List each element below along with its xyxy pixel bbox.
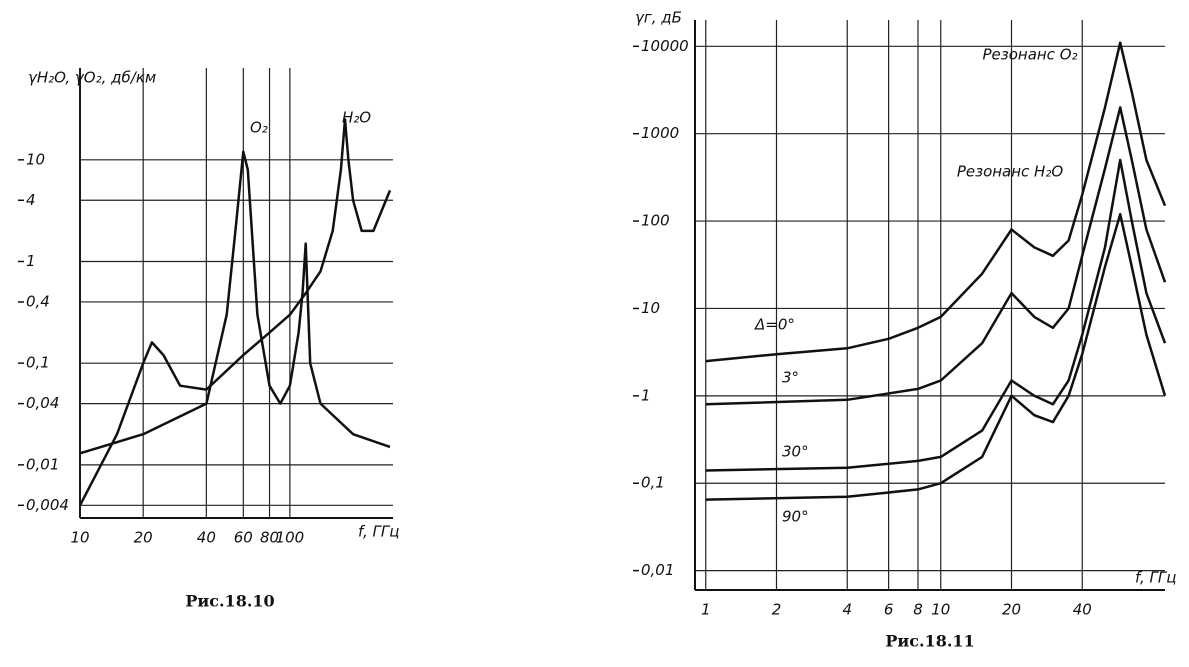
x-tick-label: 2: [772, 601, 782, 619]
x-tick-label: 10: [70, 529, 89, 547]
x-tick-label: 80: [260, 529, 279, 547]
x-tick-label: 60: [234, 529, 253, 547]
y-tick-label: 10: [26, 150, 45, 168]
x-tick-label: 100: [276, 529, 305, 547]
y-tick-label: 10000: [641, 37, 689, 55]
y-tick-label: 0,04: [26, 394, 59, 412]
series-label: 90°: [782, 508, 809, 526]
x-tick-label: 20: [134, 529, 153, 547]
x-tick-label: 6: [884, 601, 894, 619]
y-tick-label: 0,01: [26, 455, 59, 473]
series-line: [79, 150, 391, 455]
caption: Рис.18.11: [885, 632, 974, 651]
y-axis-label: γг, дБ: [635, 9, 682, 27]
series-label: 30°: [782, 443, 809, 461]
series-line: [705, 41, 1167, 363]
y-tick-label: 4: [26, 191, 36, 209]
x-tick-label: 40: [1073, 601, 1092, 619]
x-tick-label: 20: [1002, 601, 1021, 619]
y-tick-label: 0,1: [641, 474, 665, 492]
series-line: [705, 212, 1167, 501]
series-line: [705, 106, 1167, 406]
series-label: 3°: [782, 369, 799, 387]
y-tick-label: 100: [641, 212, 670, 230]
x-tick-label: 8: [913, 601, 923, 619]
x-axis-label: f, ГГц: [1135, 569, 1176, 587]
x-tick-label: 1: [701, 601, 711, 619]
y-tick-label: 10: [641, 299, 660, 317]
series-label: Δ=0°: [754, 316, 795, 334]
annotation: Резонанс H₂O: [957, 163, 1064, 181]
y-tick-label: 0,01: [641, 561, 674, 579]
y-tick-label: 0,4: [26, 292, 50, 310]
y-tick-label: 1: [26, 252, 36, 270]
series-line: [705, 158, 1167, 472]
series-line: [78, 118, 392, 506]
y-tick-label: 0,004: [26, 496, 69, 514]
y-tick-label: 1: [641, 386, 651, 404]
x-axis-label: f, ГГц: [358, 523, 399, 541]
series-label: O₂: [250, 119, 268, 137]
caption: Рис.18.10: [185, 592, 274, 611]
y-axis-label: γH₂O, γO₂, дб/км: [28, 69, 156, 87]
x-tick-label: 4: [842, 601, 852, 619]
y-tick-label: 1000: [641, 124, 679, 142]
x-tick-label: 40: [197, 529, 216, 547]
x-tick-label: 10: [931, 601, 950, 619]
annotation: Резонанс O₂: [982, 46, 1077, 64]
y-tick-label: 0,1: [26, 354, 50, 372]
series-label: H₂O: [342, 109, 371, 127]
